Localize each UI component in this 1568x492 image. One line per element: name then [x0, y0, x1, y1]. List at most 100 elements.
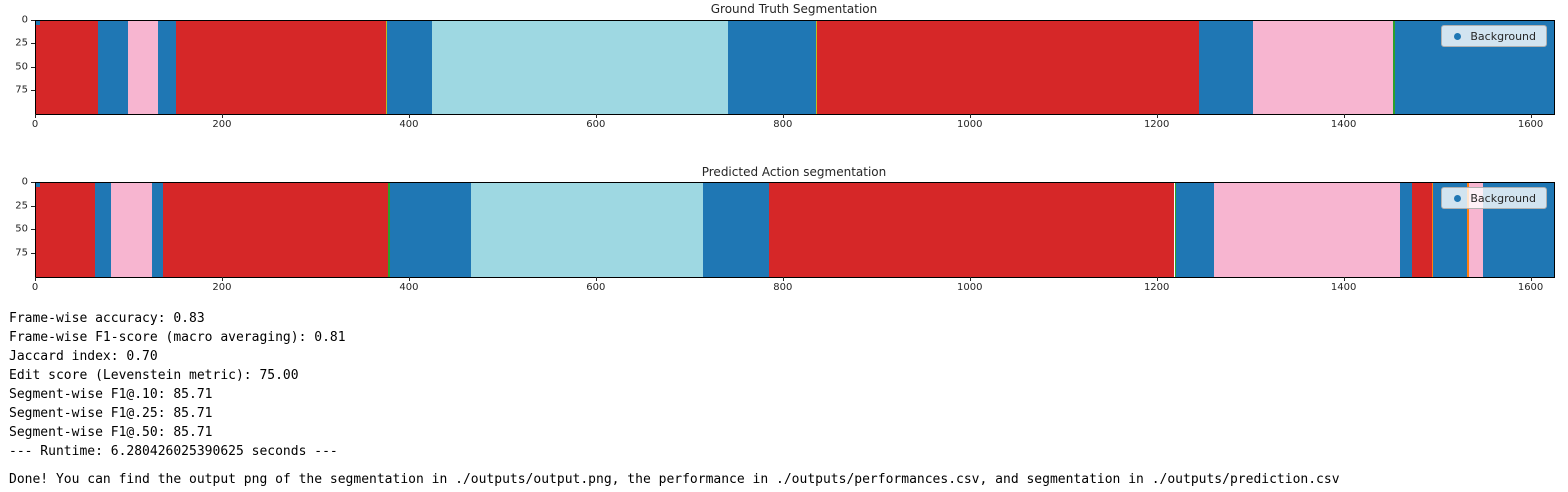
- x-axis: 0 200 400 600 800 1000 1200 1400 1600: [31, 277, 1553, 295]
- x-tick-label: 1400: [1330, 282, 1357, 293]
- y-tick-label: 25: [15, 200, 28, 211]
- segment-background: [387, 21, 433, 114]
- y-tick-label: 75: [15, 247, 28, 258]
- segment-red: [176, 21, 386, 114]
- tick-mark: [221, 114, 223, 118]
- metric-line: Segment-wise F1@.50: 85.71: [9, 425, 213, 440]
- prediction-figure: Predicted Action segmentation 0 25 50 75 Ba…: [0, 163, 1568, 306]
- segment-red: [163, 183, 389, 277]
- segment-red: [817, 21, 1199, 114]
- segment-background: [703, 183, 769, 277]
- segment-orange: [1467, 183, 1469, 277]
- segment-pink: [1213, 183, 1400, 277]
- tick-mark: [31, 252, 35, 254]
- x-tick-label: 200: [212, 282, 232, 293]
- ground-truth-figure: Ground Truth Segmentation 0 25 50 75 Backgr…: [0, 0, 1568, 163]
- chart-title: Ground Truth Segmentation: [710, 2, 878, 16]
- tick-mark: [31, 66, 35, 68]
- x-tick-label: 600: [586, 282, 606, 293]
- segment-red: [768, 183, 1175, 277]
- legend[interactable]: Background: [1441, 25, 1547, 47]
- y-tick-label: 25: [15, 37, 28, 49]
- tick-mark: [221, 277, 223, 281]
- x-tick-label: 800: [773, 119, 793, 130]
- x-tick-label: 200: [212, 119, 232, 130]
- legend-label: Background: [1470, 191, 1536, 205]
- tick-mark: [1156, 277, 1158, 281]
- tick-mark: [1530, 114, 1532, 118]
- tick-mark: [35, 277, 36, 281]
- y-axis: 0 25 50 75: [0, 15, 35, 113]
- tick-mark: [969, 277, 971, 281]
- x-tick-label: 1000: [956, 282, 983, 293]
- chart-title: Predicted Action segmentation: [701, 165, 887, 179]
- tick-mark: [1343, 114, 1345, 118]
- tick-mark: [595, 277, 597, 281]
- y-tick-label: 50: [15, 223, 28, 235]
- x-tick-label: 1000: [956, 119, 983, 130]
- tick-mark: [31, 229, 35, 230]
- tick-mark: [31, 205, 35, 207]
- metric-line: Frame-wise F1-score (macro averaging): 0…: [9, 330, 346, 345]
- tick-mark: [31, 43, 35, 45]
- segment-background: [390, 183, 471, 277]
- legend[interactable]: Background: [1441, 187, 1547, 209]
- segment-green: [1393, 21, 1396, 114]
- legend-marker-icon: [1454, 32, 1462, 40]
- segment-background: [727, 21, 816, 114]
- segment-green: [388, 183, 391, 277]
- y-tick-label: 0: [21, 176, 28, 188]
- metric-line: --- Runtime: 6.280426025390625 seconds -…: [9, 444, 338, 459]
- metric-line: Edit score (Levenstein metric): 75.00: [9, 368, 299, 383]
- x-tick-label: 1200: [1143, 119, 1170, 130]
- segment-cyan: [470, 183, 704, 277]
- segment-red: [36, 183, 95, 277]
- segment-background: [94, 183, 111, 277]
- segment-pink: [110, 183, 152, 277]
- x-tick-label: 1200: [1143, 282, 1170, 293]
- x-axis: 0 200 400 600 800 1000 1200 1400 1600: [31, 114, 1553, 132]
- scatter-point-icon: [36, 21, 40, 25]
- metric-line: Frame-wise accuracy: 0.83: [9, 311, 205, 326]
- segment-green: [1174, 183, 1177, 277]
- x-tick-label: 600: [586, 119, 606, 130]
- tick-mark: [1530, 277, 1532, 281]
- tick-mark: [31, 182, 35, 183]
- y-axis: 0 25 50 75: [0, 177, 35, 276]
- metric-line: Segment-wise F1@.10: 85.71: [9, 387, 213, 402]
- x-tick-label: 0: [31, 119, 39, 130]
- segment-orange: [1431, 183, 1434, 277]
- metric-line: Segment-wise F1@.25: 85.71: [9, 406, 213, 421]
- tick-mark: [595, 114, 597, 118]
- segment-olive: [385, 21, 388, 114]
- segment-background: [1176, 183, 1214, 277]
- y-tick-label: 50: [15, 61, 28, 72]
- tick-mark: [782, 114, 784, 118]
- ground-truth-plot-area: Background: [35, 20, 1555, 115]
- segment-background: [157, 21, 177, 114]
- x-tick-label: 400: [399, 119, 419, 130]
- tick-mark: [408, 114, 410, 118]
- x-tick-label: 1400: [1330, 119, 1357, 130]
- metrics-output: Frame-wise accuracy: 0.83 Frame-wise F1-s…: [0, 306, 1568, 461]
- y-tick-label: 0: [21, 14, 28, 26]
- tick-mark: [31, 89, 35, 91]
- segment-pink: [127, 21, 158, 114]
- legend-label: Background: [1470, 29, 1536, 43]
- tick-mark: [35, 114, 36, 118]
- tick-mark: [408, 277, 410, 281]
- segment-background: [151, 183, 164, 277]
- segment-red: [1411, 183, 1432, 277]
- x-tick-label: 800: [773, 282, 793, 293]
- tick-mark: [31, 20, 35, 21]
- x-tick-label: 1600: [1517, 282, 1544, 293]
- segment-background: [1399, 183, 1412, 277]
- tick-mark: [969, 114, 971, 118]
- tick-mark: [1343, 277, 1345, 281]
- prediction-plot-area: Background: [35, 182, 1555, 278]
- console-done-line: Done! You can find the output png of the…: [9, 472, 1340, 487]
- x-tick-label: 0: [31, 282, 39, 293]
- tick-mark: [782, 277, 784, 281]
- segment-cyan: [432, 21, 728, 114]
